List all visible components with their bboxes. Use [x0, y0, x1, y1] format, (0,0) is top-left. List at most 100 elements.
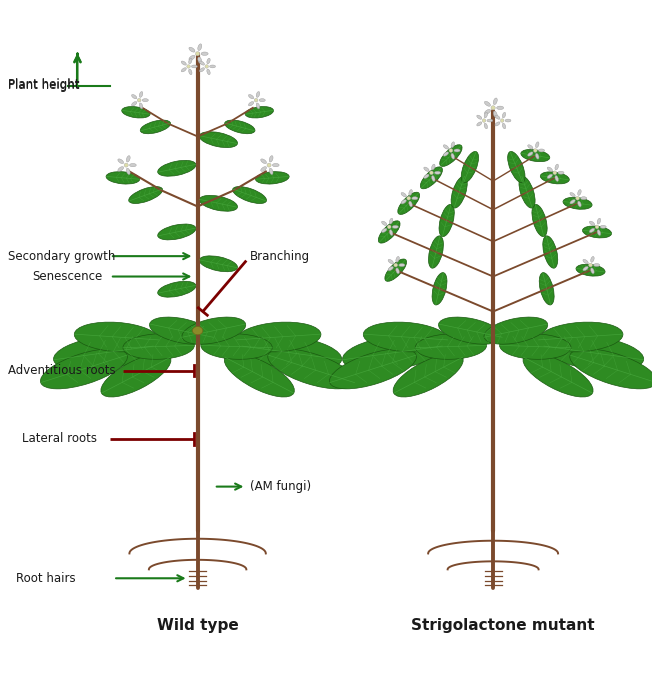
Ellipse shape [364, 322, 447, 352]
Ellipse shape [583, 266, 588, 271]
Ellipse shape [201, 334, 272, 359]
Ellipse shape [434, 171, 441, 175]
Ellipse shape [126, 156, 130, 162]
Ellipse shape [254, 98, 258, 102]
Ellipse shape [485, 101, 491, 106]
Ellipse shape [409, 189, 412, 195]
Ellipse shape [149, 317, 214, 344]
Ellipse shape [432, 272, 447, 305]
Ellipse shape [394, 264, 398, 267]
Ellipse shape [570, 349, 655, 389]
Ellipse shape [547, 167, 552, 171]
Ellipse shape [536, 142, 539, 148]
Ellipse shape [329, 349, 417, 389]
Ellipse shape [387, 225, 391, 228]
Ellipse shape [140, 120, 170, 133]
Ellipse shape [181, 61, 186, 65]
Ellipse shape [432, 164, 435, 170]
Ellipse shape [142, 98, 149, 102]
Ellipse shape [496, 106, 504, 110]
Ellipse shape [140, 92, 143, 97]
Ellipse shape [461, 152, 479, 183]
Ellipse shape [198, 57, 202, 63]
Ellipse shape [132, 94, 137, 99]
Ellipse shape [256, 103, 259, 109]
Ellipse shape [500, 119, 504, 122]
Ellipse shape [396, 256, 400, 262]
Text: Secondary growth: Secondary growth [8, 249, 115, 263]
Ellipse shape [432, 175, 435, 181]
Ellipse shape [451, 153, 455, 159]
Ellipse shape [440, 145, 462, 166]
Ellipse shape [540, 172, 569, 184]
Ellipse shape [118, 159, 124, 164]
Ellipse shape [578, 201, 581, 207]
Ellipse shape [224, 353, 294, 397]
Ellipse shape [393, 353, 463, 397]
Ellipse shape [428, 236, 443, 268]
Text: Wild type: Wild type [157, 618, 238, 633]
Ellipse shape [256, 92, 259, 97]
Ellipse shape [430, 171, 434, 175]
Ellipse shape [485, 109, 491, 115]
Ellipse shape [201, 52, 208, 55]
Ellipse shape [558, 171, 564, 175]
Ellipse shape [272, 164, 279, 166]
Ellipse shape [555, 164, 559, 170]
Ellipse shape [132, 102, 137, 106]
Ellipse shape [591, 268, 594, 274]
Ellipse shape [582, 226, 612, 238]
Ellipse shape [236, 322, 321, 352]
Ellipse shape [409, 201, 412, 207]
Ellipse shape [189, 55, 195, 60]
Ellipse shape [401, 193, 406, 197]
Ellipse shape [199, 256, 238, 272]
Text: (AM fungi): (AM fungi) [250, 480, 310, 493]
Ellipse shape [379, 221, 400, 243]
Ellipse shape [591, 256, 594, 262]
Ellipse shape [101, 353, 171, 397]
Ellipse shape [590, 228, 595, 233]
Ellipse shape [158, 160, 196, 176]
Text: Root hairs: Root hairs [16, 572, 75, 585]
Ellipse shape [259, 98, 265, 102]
Ellipse shape [593, 264, 600, 266]
Ellipse shape [198, 44, 202, 51]
Ellipse shape [519, 177, 535, 208]
Ellipse shape [570, 193, 575, 197]
Ellipse shape [576, 196, 580, 200]
Text: Adventitious roots: Adventitious roots [8, 364, 115, 377]
Ellipse shape [451, 177, 467, 208]
Ellipse shape [123, 334, 195, 359]
Ellipse shape [130, 164, 136, 166]
Ellipse shape [388, 266, 394, 271]
Ellipse shape [398, 192, 420, 214]
Text: Lateral roots: Lateral roots [22, 432, 97, 446]
Ellipse shape [477, 115, 482, 119]
Ellipse shape [583, 259, 588, 264]
Ellipse shape [396, 268, 400, 274]
Ellipse shape [500, 334, 571, 359]
Ellipse shape [54, 335, 153, 371]
Ellipse shape [268, 349, 355, 389]
Ellipse shape [200, 61, 204, 65]
Ellipse shape [200, 68, 204, 72]
Ellipse shape [508, 152, 525, 183]
Ellipse shape [482, 119, 486, 122]
Ellipse shape [126, 168, 130, 175]
Ellipse shape [191, 65, 197, 68]
Ellipse shape [385, 259, 407, 281]
Ellipse shape [536, 153, 539, 159]
Ellipse shape [521, 150, 550, 162]
Ellipse shape [343, 335, 442, 371]
Ellipse shape [207, 58, 210, 64]
Ellipse shape [129, 187, 162, 204]
Ellipse shape [491, 106, 495, 110]
Ellipse shape [140, 103, 143, 109]
Ellipse shape [138, 98, 141, 102]
Ellipse shape [495, 122, 500, 126]
Ellipse shape [576, 264, 605, 276]
Ellipse shape [199, 131, 238, 148]
Ellipse shape [597, 218, 601, 224]
Ellipse shape [502, 123, 506, 129]
